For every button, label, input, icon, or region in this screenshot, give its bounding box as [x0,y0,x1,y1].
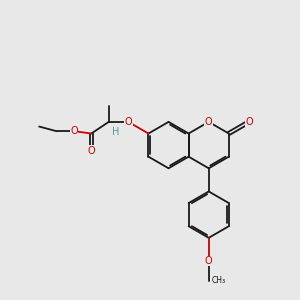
Text: O: O [205,256,212,266]
Text: CH₃: CH₃ [212,276,226,285]
Text: O: O [70,126,78,136]
Text: O: O [124,117,132,127]
Text: O: O [88,146,95,156]
Text: H: H [112,127,119,137]
Text: O: O [205,117,212,127]
Text: O: O [245,117,253,127]
